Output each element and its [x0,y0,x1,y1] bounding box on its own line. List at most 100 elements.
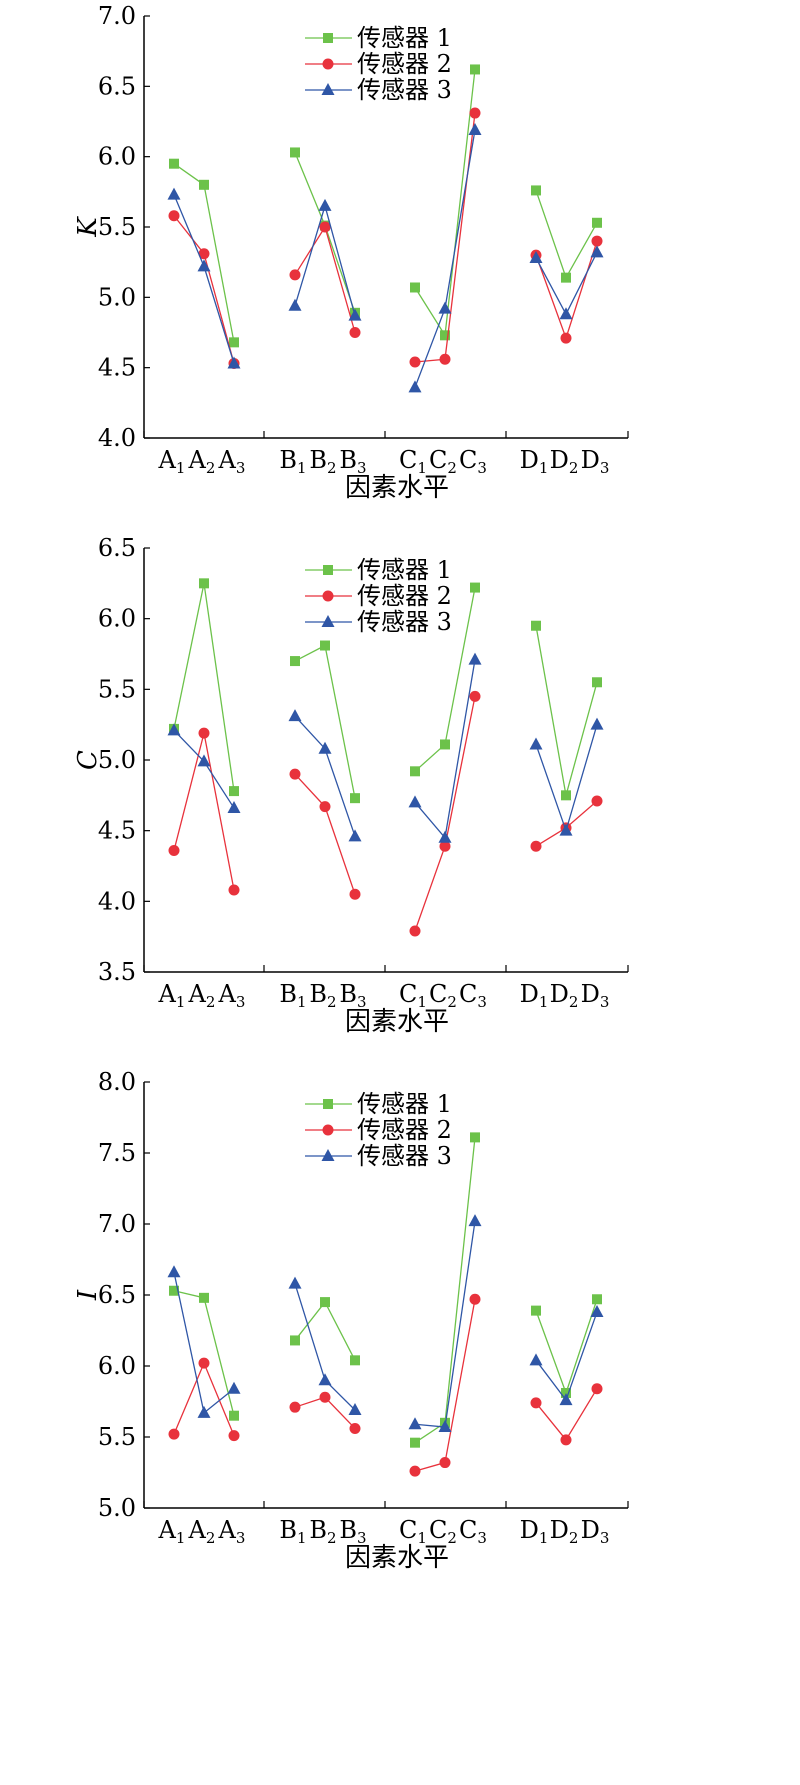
y-tick-label: 5.0 [98,746,136,774]
x-axis-title: 因素水平 [345,473,449,503]
x-axis-title: 因素水平 [345,1007,449,1037]
series-line [414,69,476,338]
data-point [319,221,331,233]
data-point [198,248,210,260]
x-tick-label: D2 [550,446,579,477]
data-point [289,269,301,281]
x-tick-label: C1 [399,446,427,477]
data-point [439,840,451,852]
x-tick-label: A3 [218,1516,246,1547]
legend-marker [322,58,334,70]
series-line [173,1290,235,1416]
data-point [470,1132,480,1143]
data-point [289,1401,301,1413]
legend-marker [322,590,334,602]
data-point [410,1437,420,1448]
y-tick-label: 6.5 [98,72,136,100]
data-point [290,1335,300,1346]
series-3 [167,1214,604,1433]
data-point [318,1373,332,1386]
data-point [167,723,181,736]
data-point [559,1393,573,1406]
y-tick-label: 6.0 [98,143,136,171]
data-point [591,795,603,807]
y-tick-label: 4.0 [98,887,136,915]
series-line [173,194,235,364]
y-axis-title: I [73,1289,103,1301]
data-point [197,1405,211,1418]
y-tick-label: 6.5 [98,534,136,562]
data-point [559,823,573,836]
data-point [319,1391,331,1403]
x-tick-label: B2 [309,446,336,477]
data-point [410,766,420,777]
data-point [468,652,482,665]
data-point [561,272,571,283]
data-point [318,198,332,211]
x-tick-label: A2 [188,980,216,1011]
series-line [535,252,598,316]
x-tick-label: B2 [309,980,336,1011]
legend-label: 传感器 2 [357,1116,452,1144]
x-tick-label: B3 [339,980,366,1011]
data-point [288,1276,302,1289]
data-point [592,217,602,228]
y-axis-title: C [73,750,103,770]
data-point [560,332,572,344]
y-tick-label: 7.0 [98,1210,136,1238]
y-tick-label: 4.0 [98,424,136,452]
data-point [590,245,604,258]
data-point [229,786,239,797]
data-point [320,1297,330,1308]
legend-marker [323,33,333,43]
data-point [169,1285,179,1296]
data-point [440,739,450,750]
series-line [414,129,476,388]
data-point [198,727,210,739]
data-point [560,1434,572,1446]
data-point [348,308,362,321]
data-point [470,64,480,75]
x-tick-label: D2 [550,980,579,1011]
series-1 [169,64,602,348]
data-point [469,107,481,119]
legend-marker [321,83,335,95]
x-tick-label: C2 [429,1516,457,1547]
data-point [289,768,301,780]
series-3 [167,652,604,843]
legend-label: 传感器 3 [357,1142,452,1170]
data-point [288,298,302,311]
series-line [294,644,356,799]
series-line [535,190,598,280]
x-tick-label: D1 [520,1516,549,1547]
x-tick-label: A3 [218,980,246,1011]
data-point [531,620,541,631]
data-point [592,677,602,688]
chart-panel-3: 5.0 5.5 6.0 6.5 7.0 7.5 8.0 A1 A2 A3 B1 B2 B3 C1 C2 C3 D… [73,1068,629,1573]
data-point [468,122,482,135]
data-point [591,1383,603,1395]
y-tick-label: 5.0 [98,1494,136,1522]
legend-label: 传感器 3 [357,76,452,104]
x-tick-label: B2 [309,1516,336,1547]
legend-marker [323,565,333,575]
data-point [349,888,361,900]
data-point [168,844,180,856]
legend-marker [322,1124,334,1136]
x-tick-label: A1 [158,1516,186,1547]
data-point [468,1214,482,1227]
series-line [294,225,356,333]
data-point [350,1355,360,1366]
y-tick-label: 6.0 [98,1352,136,1380]
x-tick-label: A1 [158,980,186,1011]
data-point [590,1305,604,1318]
series-3 [167,122,604,393]
data-point [591,235,603,247]
legend-marker [323,1099,333,1109]
series-line [414,1299,476,1472]
data-point [438,830,452,843]
data-point [561,790,571,801]
data-point [592,1294,602,1305]
